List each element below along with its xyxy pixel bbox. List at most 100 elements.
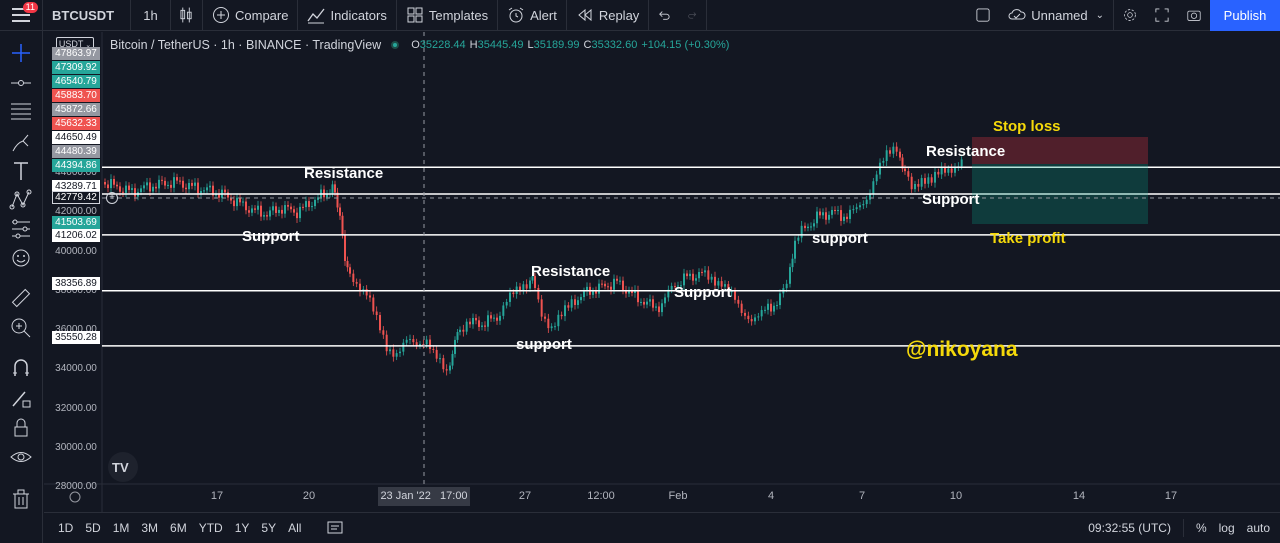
alert-button[interactable]: Alert <box>498 0 567 31</box>
candle-body <box>155 186 157 189</box>
candle-body <box>116 184 118 187</box>
add-alert-icon[interactable]: + <box>106 192 118 204</box>
indicators-button[interactable]: Indicators <box>298 0 397 31</box>
annotation-resistance-2[interactable]: Resistance <box>531 263 611 280</box>
crosshair-icon[interactable] <box>9 41 33 65</box>
compare-button[interactable]: Compare <box>203 0 299 31</box>
candle-body <box>209 185 211 188</box>
text-tool-icon[interactable] <box>9 159 33 183</box>
publish-button[interactable]: Publish <box>1210 0 1280 31</box>
undo-button[interactable] <box>649 0 679 31</box>
templates-button[interactable]: Templates <box>397 0 499 31</box>
candle-body <box>770 303 772 312</box>
range-button[interactable]: All <box>288 521 302 535</box>
annotation-resistance-1[interactable]: Resistance <box>304 165 384 182</box>
hamburger-menu-icon <box>12 8 30 22</box>
fullscreen-button[interactable] <box>1146 0 1178 31</box>
stop-loss-zone[interactable] <box>972 137 1148 164</box>
candle-body <box>583 291 585 298</box>
candle-body <box>622 280 624 291</box>
candle-body <box>152 186 154 192</box>
range-button[interactable]: 3M <box>141 521 159 535</box>
go-to-date-button[interactable] <box>327 520 347 537</box>
symbol-search-button[interactable]: BTCUSDT <box>43 0 131 31</box>
chart-type-button[interactable] <box>171 0 203 31</box>
snapshot-button[interactable] <box>1178 0 1210 31</box>
crosshair-time-label: 23 Jan '22 17:00 <box>378 487 470 506</box>
lock-icon[interactable] <box>9 416 33 440</box>
alert-label: Alert <box>530 7 557 23</box>
smiley-icon[interactable] <box>9 246 33 270</box>
fib-retracement-icon[interactable] <box>9 99 33 123</box>
candle-body <box>664 297 666 304</box>
candle-body <box>158 179 160 189</box>
trend-line-icon[interactable] <box>9 71 33 95</box>
candle-body <box>236 197 238 207</box>
chart-pane[interactable]: TV <box>44 32 1280 512</box>
candle-body <box>212 185 214 196</box>
bottom-toolbar: 1D 5D 1M 3M 6M YTD 1Y 5Y All 09:32:55 (UTC) % lo… <box>44 512 1280 543</box>
candle-body <box>747 315 750 320</box>
candles-icon <box>180 7 192 23</box>
price-chart-canvas[interactable]: TV <box>44 32 1280 512</box>
prediction-tools-icon[interactable] <box>9 217 33 241</box>
price-label-box: 47309.92 <box>52 61 100 74</box>
candle-body <box>604 283 606 287</box>
symbol-label: BTCUSDT <box>52 7 115 23</box>
candle-body <box>399 351 401 354</box>
settings-gear-axis-icon[interactable] <box>69 491 81 503</box>
candle-body <box>415 342 418 346</box>
clock[interactable]: 09:32:55 (UTC) <box>1088 521 1171 535</box>
percent-toggle[interactable]: % <box>1195 521 1207 535</box>
pattern-icon[interactable] <box>9 188 33 212</box>
candle-body <box>658 306 660 313</box>
annotation-resistance-3[interactable]: Resistance <box>926 143 1006 160</box>
settings-button[interactable] <box>1114 0 1146 31</box>
legend-low: 35189.99 <box>533 39 580 51</box>
candle-body <box>107 184 109 189</box>
magnet-icon[interactable] <box>9 356 33 380</box>
take-profit-label[interactable]: Take profit <box>990 230 1066 247</box>
layout-name-button[interactable]: Unnamed ⌄ <box>999 0 1114 31</box>
replay-button[interactable]: Replay <box>567 0 650 31</box>
main-menu-button[interactable]: 11 <box>0 0 43 31</box>
candle-body <box>704 270 706 273</box>
candle-body <box>586 286 588 292</box>
stop-loss-label[interactable]: Stop loss <box>993 118 1061 135</box>
candle-body <box>487 315 489 327</box>
log-toggle[interactable]: log <box>1218 521 1235 535</box>
range-button[interactable]: 5D <box>85 521 101 535</box>
candle-body <box>305 201 307 208</box>
annotation-support-5[interactable]: Support <box>922 191 980 208</box>
time-tick-label: 7 <box>858 490 866 502</box>
zoom-in-icon[interactable] <box>9 316 33 340</box>
candle-body <box>947 168 950 173</box>
trash-icon[interactable] <box>9 487 33 511</box>
brush-icon[interactable] <box>9 131 33 155</box>
range-button[interactable]: 6M <box>170 521 187 535</box>
annotation-support-2[interactable]: support <box>516 336 572 353</box>
layout-name-label: Unnamed <box>1031 7 1088 23</box>
range-button[interactable]: 1Y <box>234 521 250 535</box>
range-button[interactable]: 1D <box>58 521 74 535</box>
range-button[interactable]: 1M <box>112 521 130 535</box>
take-profit-zone[interactable] <box>972 164 1148 224</box>
annotation-support-3[interactable]: Support <box>674 284 732 301</box>
candle-body <box>727 284 730 292</box>
range-button[interactable]: YTD <box>198 521 223 535</box>
auto-toggle[interactable]: auto <box>1246 521 1270 535</box>
range-button[interactable]: 5Y <box>261 521 277 535</box>
ruler-icon[interactable] <box>9 286 33 310</box>
candle-body <box>692 273 694 281</box>
annotation-support-4[interactable]: support <box>812 230 868 247</box>
redo-button[interactable] <box>679 0 708 31</box>
candle-body <box>940 166 943 175</box>
annotation-support-1[interactable]: Support <box>242 228 300 245</box>
candle-body <box>227 192 229 198</box>
candle-body <box>344 234 346 261</box>
fullscreen-layout-button[interactable] <box>967 0 999 31</box>
symbol-legend[interactable]: Bitcoin / TetherUS · 1h · BINANCE · Trad… <box>110 38 729 52</box>
pencil-lock-icon[interactable] <box>9 386 33 410</box>
interval-button[interactable]: 1h <box>131 0 171 31</box>
eye-icon[interactable] <box>9 445 33 469</box>
